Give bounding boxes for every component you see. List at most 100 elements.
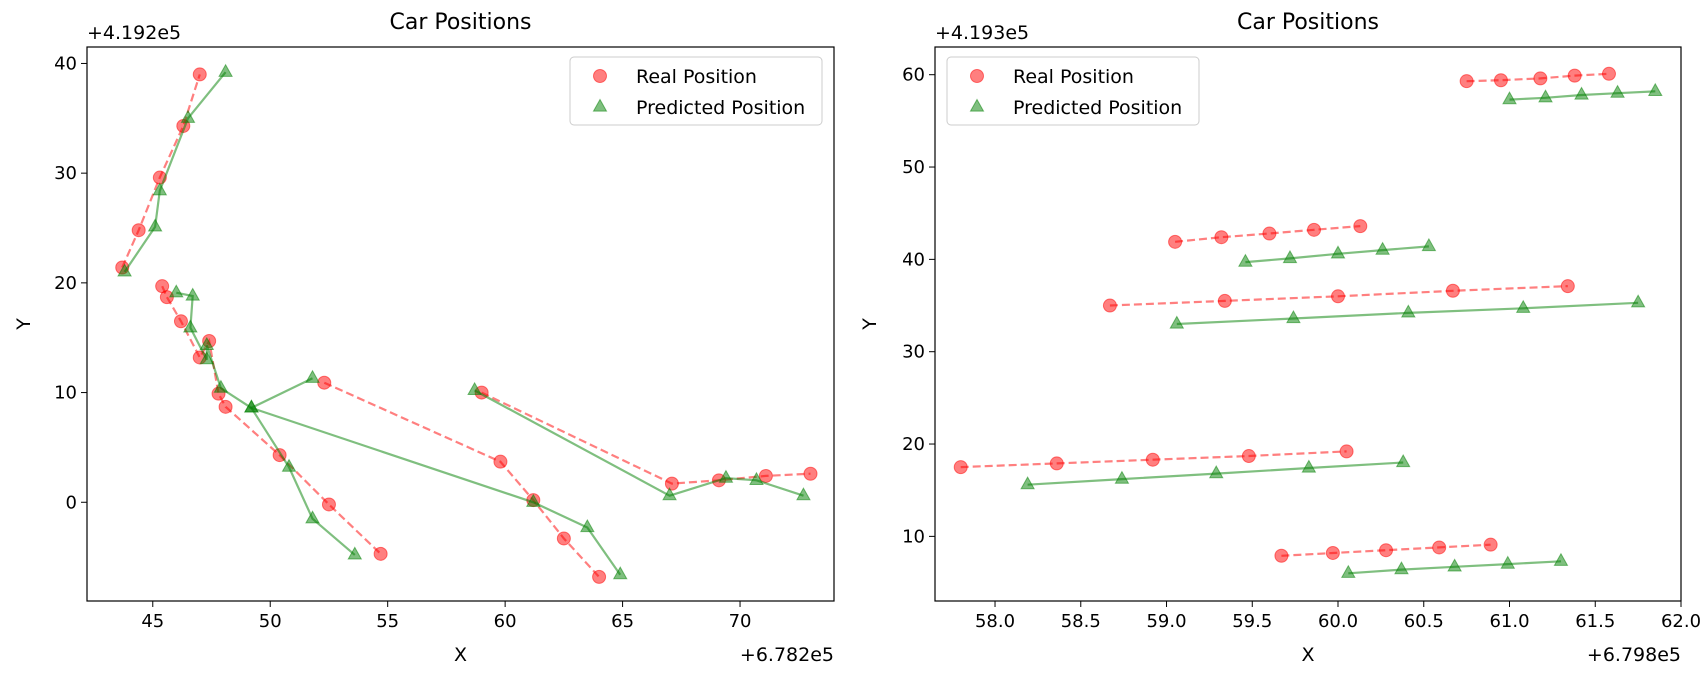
predicted-position-point	[199, 351, 215, 365]
legend-marker-predicted	[592, 98, 608, 112]
real-position-point	[131, 223, 146, 238]
real-position-point	[1049, 456, 1064, 471]
real-position-point	[1533, 71, 1548, 86]
chart-left: 45 50 55 60 65 70 0 10 20 30 40 Car Positions X Y +6.7…	[13, 10, 835, 666]
chart-title: Car Positions	[389, 10, 531, 35]
real-position-point	[1379, 543, 1394, 558]
predicted-position-point	[1282, 249, 1298, 264]
real-position-point	[1214, 230, 1229, 245]
y-tick-label: 40	[54, 53, 77, 74]
predicted-position-point	[1238, 253, 1253, 267]
legend: Real Position Predicted Position	[946, 56, 1200, 126]
real-position-point	[1483, 537, 1498, 552]
predicted-position-point	[749, 471, 764, 485]
predicted-position-point	[218, 63, 233, 77]
real-position-point	[173, 314, 188, 329]
predicted-position-point	[1538, 89, 1553, 103]
x-offset-label: +6.798e5	[1587, 644, 1681, 666]
real-position-point	[192, 67, 207, 82]
predicted-position-point	[147, 218, 163, 232]
legend-box	[946, 56, 1200, 126]
series-predicted	[117, 63, 811, 580]
plot-area	[86, 46, 835, 602]
predicted-position-point	[1610, 84, 1625, 98]
predicted-position-point	[180, 109, 196, 123]
real-position-point	[1353, 219, 1368, 234]
y-axis-label: Y	[13, 318, 35, 331]
predicted-position-point	[579, 518, 595, 533]
predicted-position-point	[1447, 558, 1463, 572]
y-tick-label: 20	[54, 273, 77, 294]
predicted-position-point	[1400, 304, 1416, 318]
predicted-position-point	[213, 379, 229, 393]
real-position-point	[1493, 73, 1508, 88]
y-offset-label: +4.192e5	[87, 22, 181, 44]
legend-box	[569, 56, 823, 126]
y-tick-label: 10	[54, 383, 77, 404]
x-tick-label: 65	[611, 611, 634, 632]
y-tick-label: 40	[902, 249, 925, 270]
real-position-point	[1102, 298, 1117, 313]
predicted-position-point	[1020, 476, 1035, 490]
real-position-point	[1459, 74, 1474, 89]
predicted-position-point	[1340, 564, 1356, 578]
real-position-point	[1432, 540, 1447, 555]
legend-label: Predicted Position	[636, 97, 805, 119]
real-position-point	[1331, 289, 1346, 304]
predicted-position-point	[1169, 315, 1185, 329]
predicted-position-point	[1515, 299, 1531, 313]
y-offset-label: +4.193e5	[935, 22, 1029, 44]
plot-area	[934, 46, 1682, 602]
real-position-point	[664, 476, 679, 491]
predicted-position-point	[305, 369, 320, 383]
predicted-position-point	[281, 458, 297, 472]
predicted-position-point	[117, 263, 132, 277]
real-position-point	[1567, 68, 1582, 83]
predicted-position-point	[244, 399, 259, 413]
predicted-position-point	[718, 469, 734, 483]
real-position-point	[1601, 66, 1616, 81]
predicted-position-point	[305, 510, 320, 524]
predicted-position-point	[1301, 459, 1317, 473]
track-line	[1174, 225, 1361, 243]
chart-title: Car Positions	[1237, 10, 1379, 35]
real-position-point	[1307, 222, 1322, 237]
real-position-point	[1262, 226, 1277, 241]
predicted-position-point	[1208, 465, 1224, 479]
real-position-point	[953, 460, 968, 475]
real-position-point	[1445, 283, 1460, 298]
real-position-point	[1325, 545, 1340, 560]
y-tick-label: 30	[902, 342, 925, 363]
x-tick-label: 61.0	[1489, 611, 1529, 632]
predicted-position-point	[1330, 245, 1346, 259]
series-real	[953, 66, 1616, 563]
x-tick-label: 59.0	[1146, 611, 1186, 632]
predicted-position-point	[1500, 555, 1516, 569]
predicted-position-point	[525, 493, 541, 507]
x-tick-label: 45	[141, 611, 164, 632]
x-tick-label: 61.5	[1575, 611, 1615, 632]
predicted-position-point	[347, 546, 363, 560]
x-tick-label: 58.5	[1061, 611, 1101, 632]
x-tick-label: 59.5	[1232, 611, 1272, 632]
predicted-position-point	[1286, 309, 1301, 324]
predicted-position-point	[1421, 237, 1437, 252]
y-tick-label: 30	[54, 163, 77, 184]
predicted-position-point	[467, 381, 482, 395]
real-position-point	[1560, 279, 1575, 294]
predicted-position-point	[1395, 453, 1411, 468]
x-tick-label: 60	[494, 611, 517, 632]
real-position-point	[1339, 444, 1354, 459]
x-tick-label: 60.0	[1318, 611, 1358, 632]
legend: Real Position Predicted Position	[569, 56, 823, 126]
track-line	[176, 291, 356, 556]
x-tick-label: 60.5	[1404, 611, 1444, 632]
predicted-position-point	[182, 319, 198, 333]
legend-label: Real Position	[1013, 66, 1134, 88]
predicted-position-point	[1630, 294, 1646, 308]
predicted-position-point	[185, 287, 201, 301]
real-position-point	[493, 454, 508, 469]
predicted-position-point	[612, 566, 628, 580]
x-tick-label: 70	[729, 611, 752, 632]
